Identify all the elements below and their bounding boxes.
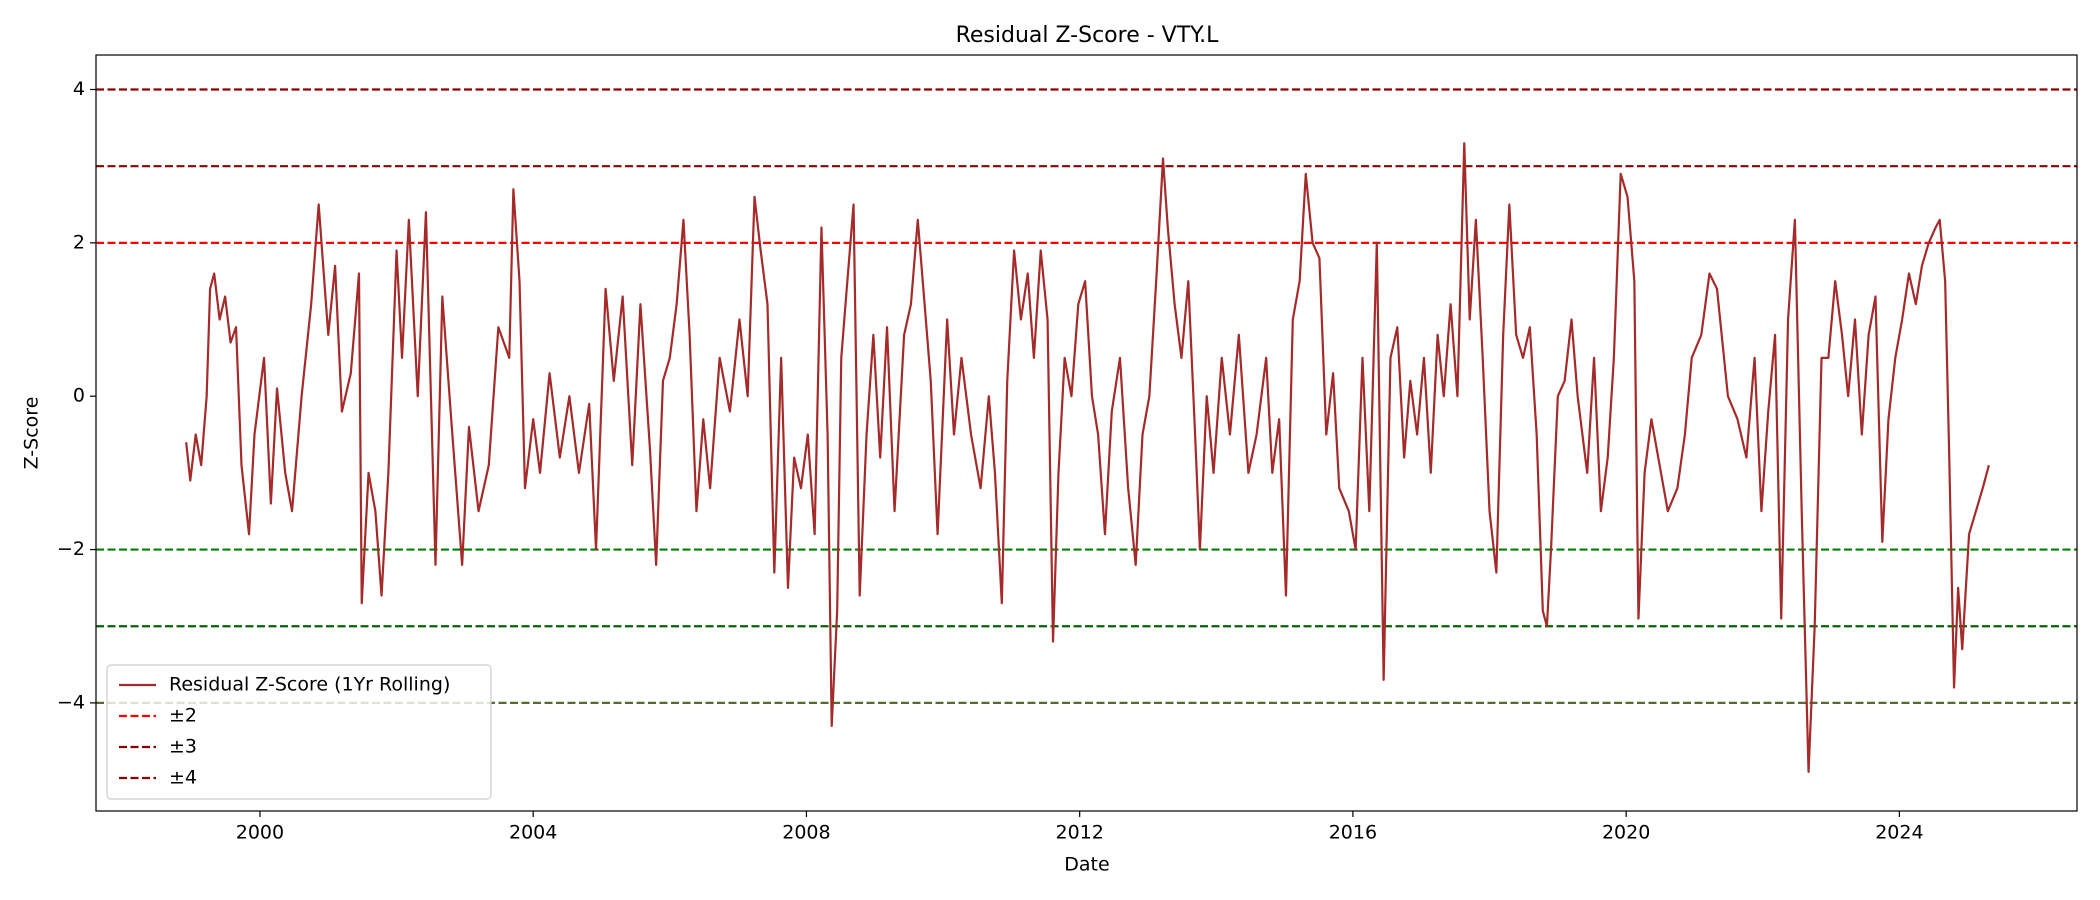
legend-label: ±4 <box>169 767 197 789</box>
y-axis-label: Z-Score <box>21 397 43 470</box>
y-tick-label: 0 <box>73 385 85 407</box>
plot-frame <box>95 54 2078 812</box>
data-line <box>185 142 1990 773</box>
y-tick-label: −4 <box>57 691 85 713</box>
legend-label: Residual Z-Score (1Yr Rolling) <box>169 674 450 696</box>
x-tick-label: 2004 <box>509 822 557 844</box>
x-tick-label: 2016 <box>1329 822 1377 844</box>
y-tick-label: 4 <box>73 78 85 100</box>
x-tick-label: 2008 <box>782 822 830 844</box>
legend-box <box>106 664 492 800</box>
x-tick-label: 2012 <box>1055 822 1103 844</box>
x-tick-label: 2000 <box>236 822 284 844</box>
y-tick-label: 2 <box>73 231 85 253</box>
y-tick-label: −2 <box>57 538 85 560</box>
legend: Residual Z-Score (1Yr Rolling) ±2 ±3 ±4 <box>106 664 492 800</box>
legend-label: ±2 <box>169 705 197 727</box>
x-tick-label: 2024 <box>1875 822 1923 844</box>
chart-title: Residual Z-Score - VTY.L <box>956 23 1220 48</box>
x-axis-label: Date <box>1064 854 1109 876</box>
legend-label: ±3 <box>169 736 197 758</box>
x-tick-label: 2020 <box>1602 822 1650 844</box>
